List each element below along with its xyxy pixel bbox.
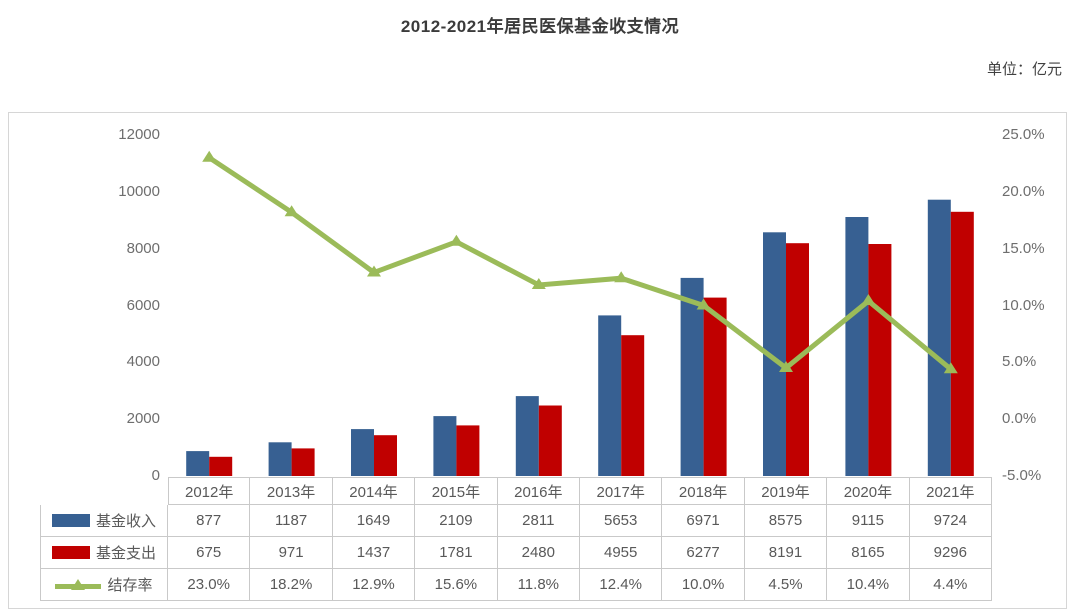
right-axis-tick: 15.0% <box>1002 239 1045 257</box>
legend-label: 结存率 <box>107 577 153 594</box>
table-corner-cell <box>40 477 168 505</box>
table-value-cell: 2480 <box>497 537 580 569</box>
legend-expenditure: 基金支出 <box>40 537 168 569</box>
table-value-cell: 9724 <box>909 505 992 537</box>
table-value-cell: 2109 <box>415 505 498 537</box>
table-value-cell: 1437 <box>332 537 416 569</box>
table-value-cell: 18.2% <box>250 569 333 601</box>
left-axis-tick: 0 <box>151 467 160 484</box>
table-value-cell: 12.4% <box>580 569 663 601</box>
right-axis-tick: 10.0% <box>1002 296 1045 314</box>
income-legend-swatch <box>51 514 90 527</box>
table-value-cell: 8191 <box>744 537 828 569</box>
table-value-cell: 8165 <box>827 537 910 569</box>
table-value-cell: 1649 <box>332 505 416 537</box>
table-year-header: 2014年 <box>332 477 416 505</box>
chart-title: 2012-2021年居民医保基金收支情况 <box>400 17 680 36</box>
table-value-cell: 4.4% <box>909 569 992 601</box>
right-axis-tick: -5.0% <box>1002 467 1042 484</box>
table-value-cell: 2811 <box>497 505 580 537</box>
table-year-header: 2018年 <box>662 477 745 505</box>
table-year-header: 2016年 <box>497 477 580 505</box>
table-year-header: 2020年 <box>827 477 910 505</box>
data-table: 2012年 2013年 2014年 2015年 2016年 2017年 2018年 2019年… <box>40 477 992 601</box>
table-value-cell: 9115 <box>827 505 910 537</box>
table-value-cell: 4.5% <box>744 569 828 601</box>
table-value-cell: 4955 <box>580 537 663 569</box>
table-value-cell: 675 <box>168 537 251 569</box>
table-value-cell: 5653 <box>580 505 663 537</box>
unit-label: 单位：亿元 <box>986 61 1062 78</box>
table-value-cell: 1187 <box>250 505 333 537</box>
right-axis-tick: 20.0% <box>1002 182 1045 200</box>
table-year-header: 2012年 <box>168 477 251 505</box>
left-axis-tick: 8000 <box>126 239 160 257</box>
left-axis-tick: 12000 <box>118 126 160 143</box>
left-axis-tick: 6000 <box>126 296 160 314</box>
right-axis-tick: 25.0% <box>1002 126 1045 143</box>
table-value-cell: 12.9% <box>332 569 416 601</box>
rate-legend-swatch <box>55 578 102 592</box>
table-value-cell: 1781 <box>415 537 498 569</box>
legend-label: 基金收入 <box>95 513 156 530</box>
table-year-header: 2013年 <box>250 477 333 505</box>
left-axis-tick: 10000 <box>118 182 160 200</box>
table-year-header: 2015年 <box>415 477 498 505</box>
table-value-cell: 8575 <box>744 505 828 537</box>
table-value-cell: 23.0% <box>168 569 251 601</box>
table-value-cell: 10.0% <box>662 569 745 601</box>
right-axis-tick: 5.0% <box>1002 353 1037 371</box>
table-value-cell: 11.8% <box>497 569 580 601</box>
table-value-cell: 877 <box>168 505 251 537</box>
table-value-cell: 971 <box>250 537 333 569</box>
table-value-cell: 6277 <box>662 537 745 569</box>
table-value-cell: 15.6% <box>415 569 498 601</box>
legend-rate: 结存率 <box>40 569 168 601</box>
table-year-header: 2021年 <box>909 477 992 505</box>
left-axis-tick: 4000 <box>126 353 160 371</box>
legend-income: 基金收入 <box>40 505 168 537</box>
expenditure-legend-swatch <box>51 546 90 559</box>
table-year-header: 2019年 <box>744 477 828 505</box>
legend-label: 基金支出 <box>95 545 156 562</box>
table-value-cell: 6971 <box>662 505 745 537</box>
left-axis-tick: 2000 <box>126 410 160 428</box>
right-axis-tick: 0.0% <box>1002 410 1037 428</box>
table-year-header: 2017年 <box>580 477 663 505</box>
table-value-cell: 10.4% <box>827 569 910 601</box>
table-value-cell: 9296 <box>909 537 992 569</box>
